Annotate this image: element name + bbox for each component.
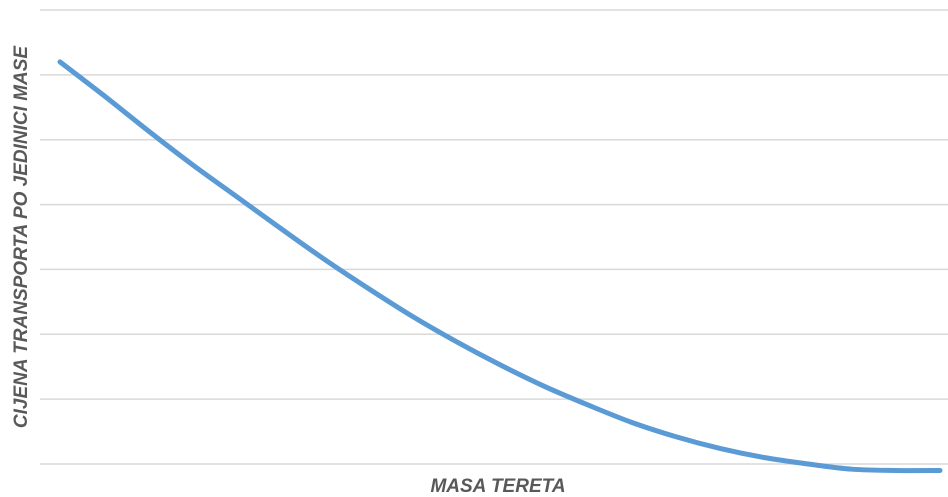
gridlines xyxy=(40,9,948,465)
series-line xyxy=(57,59,943,474)
y-axis-label: CIJENA TRANSPORTA PO JEDINICI MASE xyxy=(11,45,32,428)
x-axis-label: MASA TERETA xyxy=(430,476,565,497)
